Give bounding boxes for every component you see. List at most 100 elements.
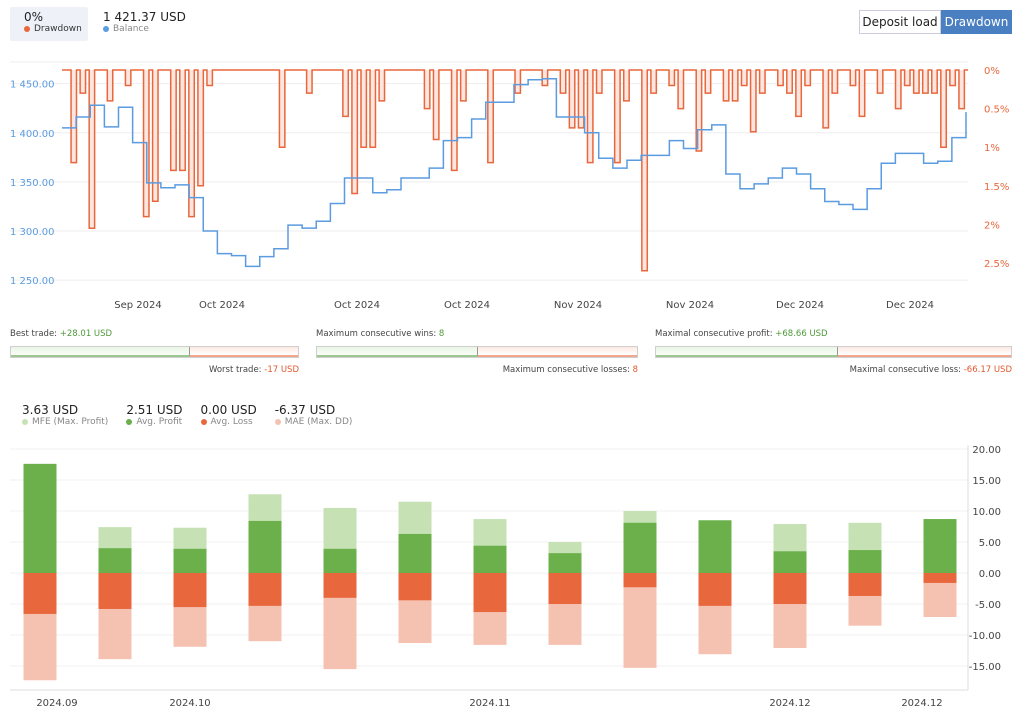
left-tick-label: 1 350.00 (10, 178, 55, 189)
negative-segment (478, 347, 637, 357)
avg-loss-bar (98, 573, 132, 609)
x-tick-label: Nov 2024 (666, 300, 714, 311)
right-tick-label: 1% (984, 143, 1000, 154)
summary-label: Avg. Profit (136, 417, 183, 427)
stat-ratio-bar (655, 346, 1012, 358)
summary-label: Avg. Loss (210, 417, 253, 427)
summary-label: MAE (Max. DD) (284, 417, 353, 427)
y-tick-label: 5.00 (979, 538, 1001, 549)
avg-profit-bar (773, 551, 807, 573)
mae-bar (623, 573, 657, 668)
right-tick-label: 2.5% (984, 259, 1009, 270)
stat-top: Maximum consecutive wins: 8 (316, 329, 444, 339)
negative-segment (189, 347, 298, 357)
avg-profit-bar (98, 548, 132, 573)
stat-top-label: Best trade: (10, 329, 58, 339)
stat-bottom: Worst trade: -17 USD (10, 365, 299, 375)
positive-segment (656, 347, 839, 357)
x-tick-label: Dec 2024 (886, 300, 934, 311)
summary-item: 0.00 USD Avg. Loss (200, 403, 257, 427)
avg-profit-bar (623, 522, 657, 573)
left-tick-label: 1 250.00 (10, 276, 55, 287)
x-tick-label: Oct 2024 (334, 300, 380, 311)
stat-ratio-bar (10, 346, 299, 358)
x-tick-label: Oct 2024 (199, 300, 245, 311)
deposit-load-button[interactable]: Deposit load (859, 10, 941, 34)
avg-profit-bar (848, 550, 882, 573)
legend-dot-icon (274, 419, 281, 425)
summary-value: 2.51 USD (126, 403, 183, 417)
left-tick-label: 1 450.00 (10, 80, 55, 91)
y-tick-label: 20.00 (972, 445, 1001, 456)
avg-profit-bar (473, 545, 507, 573)
stat-top: Maximal consecutive profit: +68.66 USD (655, 329, 828, 339)
balance-stat: 1 421.37 USD Balance (103, 10, 186, 34)
drawdown-button[interactable]: Drawdown (941, 10, 1012, 34)
avg-loss-bar (473, 573, 507, 613)
positive-segment (11, 347, 190, 357)
avg-profit-bar (398, 533, 432, 573)
balance-drawdown-chart: 1 450.00 1 400.00 1 350.00 1 300.00 1 250.00… (10, 61, 1009, 311)
avg-profit-bar (923, 519, 957, 573)
stat-bottom: Maximal consecutive loss: -66.17 USD (655, 365, 1012, 375)
summary-value: 0.00 USD (200, 403, 257, 417)
stat-top-value: +28.01 USD (59, 329, 113, 339)
x-tick-label: 2024.10 (169, 698, 210, 709)
stat-top-label: Maximal consecutive profit: (655, 329, 773, 339)
x-tick-label: Nov 2024 (554, 300, 602, 311)
stat-bottom-label: Maximum consecutive losses: (502, 365, 630, 375)
avg-loss-bar (848, 573, 882, 596)
stat-top-value: 8 (438, 329, 445, 339)
legend-dot-icon (22, 419, 28, 425)
x-tick-label: 2024.12 (769, 698, 810, 709)
avg-loss-bar (548, 573, 582, 604)
summary-label: MFE (Max. Profit) (32, 417, 109, 427)
stat-top-label: Maximum consecutive wins: (316, 329, 437, 339)
avg-loss-bar (923, 573, 957, 583)
avg-profit-bar (248, 520, 282, 573)
drawdown-dot-icon (24, 26, 30, 32)
y-tick-label: 15.00 (972, 476, 1001, 487)
x-tick-label: 2024.09 (36, 698, 77, 709)
stat-top: Best trade: +28.01 USD (10, 329, 112, 339)
avg-loss-bar (248, 573, 282, 606)
x-tick-label: Dec 2024 (776, 300, 824, 311)
x-tick-label: Sep 2024 (114, 300, 161, 311)
mfe-mae-chart: 20.00 15.00 10.00 5.00 0.00 -5.00 -10.00 -15.00… (10, 445, 1001, 709)
avg-loss-bar (173, 573, 207, 608)
stat-bottom: Maximum consecutive losses: 8 (316, 365, 638, 375)
avg-profit-bar (698, 520, 732, 573)
drawdown-stat: 0% Drawdown (10, 7, 88, 41)
summary-value: 3.63 USD (22, 403, 79, 417)
right-tick-label: 0.5% (984, 105, 1009, 116)
y-tick-label: 0.00 (979, 569, 1001, 580)
balance-label: Balance (113, 24, 149, 34)
stat-bottom-value: 8 (632, 365, 638, 375)
legend-dot-icon (200, 419, 207, 425)
avg-profit-bar (323, 548, 357, 573)
avg-loss-bar (23, 573, 57, 614)
y-tick-label: -5.00 (975, 600, 1001, 611)
x-tick-label: Oct 2024 (444, 300, 490, 311)
drawdown-line (62, 69, 968, 272)
right-tick-label: 2% (984, 220, 1000, 231)
negative-segment (838, 347, 1011, 357)
x-tick-label: 2024.12 (901, 698, 942, 709)
stat-bottom-label: Maximal consecutive loss: (849, 365, 962, 375)
x-tick-label: 2024.11 (469, 698, 510, 709)
right-tick-label: 0% (984, 66, 1000, 77)
avg-profit-bar (548, 553, 582, 573)
left-tick-label: 1 400.00 (10, 129, 55, 140)
stat-top-value: +68.66 USD (775, 329, 828, 339)
legend-dot-icon (126, 419, 133, 425)
avg-loss-bar (623, 573, 657, 588)
stat-bottom-value: -17 USD (264, 365, 299, 375)
y-tick-label: -15.00 (969, 662, 1001, 673)
avg-loss-bar (398, 573, 432, 601)
summary-item: 2.51 USD Avg. Profit (126, 403, 183, 427)
left-tick-label: 1 300.00 (10, 227, 55, 238)
summary-value: -6.37 USD (274, 403, 336, 417)
avg-profit-bar (173, 548, 207, 573)
summary-item: 3.63 USD MFE (Max. Profit) (22, 403, 108, 427)
drawdown-label: Drawdown (34, 24, 82, 34)
